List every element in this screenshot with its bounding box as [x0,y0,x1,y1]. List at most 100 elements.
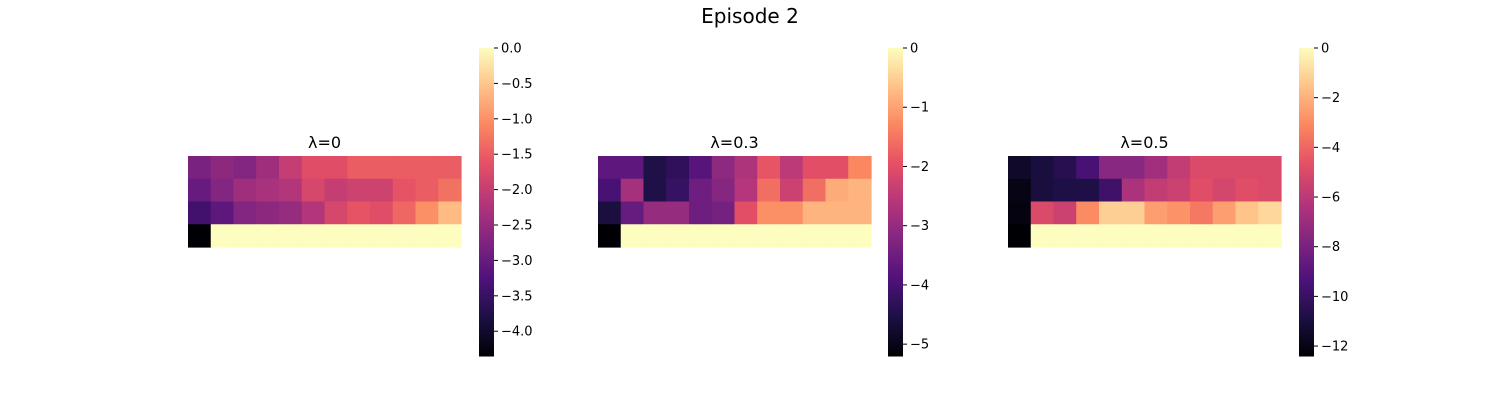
colorbar-segment-p0-42 [479,155,494,159]
heatmap-cell-p0-r1-c11 [438,178,462,203]
heatmap-cell-p0-r3-c4 [279,224,303,248]
heatmap-cell-p0-r3-c7 [347,224,371,248]
colorbar-segment-p1-56 [888,191,903,195]
colorbar-segment-p2-86 [1299,268,1314,272]
colorbar-segment-p0-44 [479,160,494,164]
colorbar-tick-label-p0-3: −1.5 [501,148,533,163]
colorbar-tick-label-p2-4: −8 [1321,240,1340,255]
heatmap-cell-p0-r3-c5 [301,224,326,248]
colorbar-segment-p0-24 [479,109,494,113]
colorbar-segment-p1-10 [888,73,903,77]
colorbar-segment-p2-1 [1299,50,1314,54]
heatmap-cell-p2-r0-c5 [1121,156,1146,180]
colorbar-segment-p0-50 [479,176,494,180]
colorbar-segment-p0-63 [479,209,494,213]
colorbar-segment-p0-100 [479,304,494,308]
colorbar-segment-p1-35 [888,137,903,141]
colorbar-segment-p1-111 [888,332,903,336]
heatmap-cell-p2-r0-c10 [1235,156,1259,180]
colorbar-segment-p0-16 [479,89,494,93]
colorbar-segment-p0-108 [479,325,494,329]
colorbar-segment-p2-43 [1299,158,1314,162]
colorbar-segment-p1-36 [888,140,903,144]
colorbar-segment-p1-23 [888,107,903,111]
colorbar-segment-p2-18 [1299,94,1314,98]
colorbar-segment-p0-96 [479,294,494,298]
colorbar-segment-p2-14 [1299,83,1314,87]
colorbar-segment-p0-10 [479,73,494,77]
heatmap-cell-p0-r2-c7 [347,201,371,225]
colorbar-segment-p0-80 [479,253,494,257]
colorbar-segment-p0-57 [479,194,494,198]
colorbar-segment-p0-82 [479,258,494,262]
colorbar-segment-p1-99 [888,302,903,306]
colorbar-segment-p1-106 [888,320,903,324]
colorbar-segment-p0-55 [479,189,494,193]
colorbar-segment-p0-37 [479,142,494,147]
colorbar-segment-p0-106 [479,320,494,324]
colorbar-segment-p2-71 [1299,230,1314,234]
colorbar-segment-p1-87 [888,271,903,275]
heatmap-cell-p0-r2-c6 [324,201,348,225]
colorbar-segment-p1-109 [888,327,903,331]
heatmap-cell-p1-r2-c3 [666,201,690,225]
colorbar-segment-p0-58 [479,196,494,200]
heatmap-cell-p2-r1-c7 [1167,178,1191,203]
heatmap-cell-p2-r3-c0 [1008,224,1032,248]
heatmap-cell-p1-r2-c10 [825,201,849,225]
heatmap-cell-p0-r0-c11 [438,156,462,180]
colorbar-segment-p0-112 [479,335,494,339]
colorbar-segment-p0-40 [479,150,494,154]
colorbar-segment-p1-110 [888,330,903,334]
heatmap-cell-p2-r3-c5 [1121,224,1146,248]
colorbar-segment-p1-118 [888,350,903,354]
colorbar-segment-p0-114 [479,340,494,344]
colorbar-segment-p0-9 [479,71,494,75]
heatmap-cell-p0-r0-c10 [415,156,439,180]
heatmap-cell-p2-r3-c11 [1258,224,1282,248]
colorbar-segment-p1-0 [888,48,903,52]
colorbar-segment-p0-103 [479,312,494,316]
colorbar-segment-p0-3 [479,55,494,59]
heatmap-cell-p2-r1-c1 [1030,178,1055,203]
colorbar-segment-p0-92 [479,284,494,288]
colorbar-segment-p2-39 [1299,148,1314,152]
colorbar-segment-p2-32 [1299,130,1314,134]
colorbar-segment-p0-12 [479,78,494,82]
colorbar-segment-p1-3 [888,55,903,59]
heatmap-cell-p1-r1-c10 [825,178,849,203]
heatmap-cell-p1-r1-c3 [666,178,690,203]
heatmap-cell-p0-r3-c1 [210,224,235,248]
colorbar-segment-p1-98 [888,299,903,303]
colorbar-segment-p1-22 [888,104,903,108]
colorbar-segment-p1-107 [888,322,903,326]
colorbar-segment-p0-48 [479,171,494,175]
colorbar-segment-p0-116 [479,345,494,349]
colorbar-segment-p2-69 [1299,225,1314,229]
colorbar-tick-label-p0-0: 0.0 [501,42,522,57]
colorbar-segment-p0-65 [479,214,494,218]
colorbar-segment-p1-45 [888,163,903,167]
colorbar-segment-p2-29 [1299,122,1314,126]
colorbar-segment-p1-83 [888,261,903,265]
colorbar-segment-p2-100 [1299,304,1314,308]
heatmap-cell-p0-r1-c3 [256,178,280,203]
colorbar-segment-p2-34 [1299,135,1314,139]
colorbar-segment-p0-101 [479,307,494,311]
colorbar-segment-p2-65 [1299,214,1314,218]
heatmap-cell-p0-r2-c5 [301,201,326,225]
heatmap-cell-p0-r3-c0 [188,224,212,248]
colorbar-segment-p1-119 [888,353,903,357]
colorbar-segment-p1-77 [888,245,903,249]
heatmap-cell-p0-r0-c2 [233,156,257,180]
colorbar-segment-p0-27 [479,117,494,121]
colorbar-segment-p0-119 [479,353,494,357]
colorbar-segment-p1-7 [888,65,903,70]
colorbar-segment-p1-38 [888,145,903,149]
heatmap-cell-p2-r0-c0 [1008,156,1032,180]
colorbar-segment-p1-70 [888,227,903,231]
colorbar-segment-p0-111 [479,332,494,336]
colorbar-segment-p1-91 [888,281,903,285]
colorbar-segment-p1-15 [888,86,903,90]
